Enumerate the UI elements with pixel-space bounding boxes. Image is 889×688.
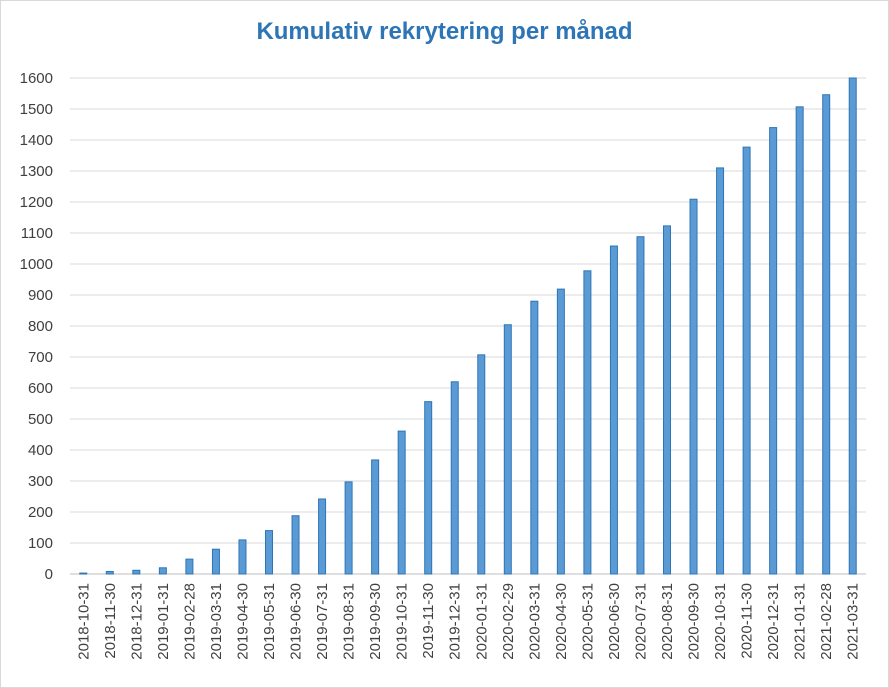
bar: [848, 77, 857, 575]
y-tick-label: 700: [28, 349, 53, 366]
bar: [609, 245, 618, 575]
bar: [265, 530, 273, 575]
x-tick-label: 2020-07-31: [632, 583, 649, 660]
bar: [344, 481, 353, 575]
y-tick-label: 500: [28, 411, 53, 428]
bar: [716, 167, 725, 575]
x-tick-label: 2019-09-30: [367, 583, 384, 660]
bar: [211, 548, 220, 575]
x-tick-label: 2019-05-31: [261, 583, 278, 660]
bar: [132, 569, 141, 575]
x-tick-label: 2019-07-31: [314, 583, 331, 660]
y-tick-label: 1400: [20, 132, 53, 149]
x-tick-label: 2020-02-29: [500, 583, 517, 660]
bar: [769, 127, 778, 575]
bar: [742, 146, 751, 575]
bar: [79, 572, 88, 575]
bar: [424, 401, 433, 575]
y-tick-label: 1600: [20, 70, 53, 87]
x-tick-label: 2019-04-30: [234, 583, 251, 660]
y-tick-label: 1500: [20, 101, 53, 118]
x-tick-label: 2020-11-30: [739, 583, 756, 659]
y-tick-label: 100: [28, 535, 53, 552]
bar: [503, 324, 512, 575]
x-tick-label: 2019-10-31: [394, 583, 411, 660]
bar: [158, 567, 167, 575]
x-tick-label: 2021-02-28: [818, 583, 835, 660]
x-tick-label: 2019-02-28: [181, 583, 198, 660]
bar: [238, 539, 247, 575]
y-tick-label: 0: [45, 566, 53, 583]
chart-title: Kumulativ rekrytering per månad: [256, 18, 633, 45]
bar: [397, 430, 406, 575]
x-tick-label: 2020-10-31: [712, 583, 729, 660]
y-tick-label: 1100: [21, 225, 53, 242]
x-tick-label: 2020-09-30: [686, 583, 703, 660]
x-tick-label: 2020-01-31: [473, 583, 490, 660]
bar: [689, 198, 698, 575]
y-tick-label: 600: [28, 380, 53, 397]
x-tick-label: 2018-12-31: [128, 583, 145, 660]
bar: [318, 498, 327, 575]
x-tick-label: 2019-11-30: [420, 583, 437, 659]
y-tick-label: 200: [28, 504, 53, 521]
y-tick-label: 1000: [20, 256, 53, 273]
bar: [371, 459, 380, 575]
bar: [636, 236, 645, 575]
x-tick-label: 2020-04-30: [553, 583, 570, 660]
bar: [822, 94, 831, 575]
y-tick-label: 1300: [20, 163, 53, 180]
x-tick-label: 2021-01-31: [792, 583, 809, 660]
x-tick-label: 2019-12-31: [447, 583, 464, 660]
bar: [105, 571, 114, 575]
x-tick-label: 2019-03-31: [208, 583, 225, 660]
bar: [556, 288, 565, 575]
bar: [663, 225, 671, 575]
y-tick-label: 800: [28, 318, 53, 335]
x-tick-label: 2019-08-31: [341, 583, 358, 660]
bar: [450, 381, 459, 575]
x-tick-label: 2018-11-30: [102, 583, 119, 659]
y-tick-label: 400: [28, 442, 53, 459]
bar: [583, 270, 592, 575]
bar: [185, 558, 194, 575]
x-tick-label: 2019-01-31: [155, 583, 172, 660]
x-tick-label: 2020-05-31: [579, 583, 596, 660]
bar: [795, 106, 804, 575]
x-tick-label: 2020-08-31: [659, 583, 676, 660]
bar: [477, 354, 486, 575]
x-tick-label: 2021-03-31: [845, 583, 862, 660]
y-tick-label: 300: [28, 473, 53, 490]
y-tick-label: 900: [28, 287, 53, 304]
bar: [530, 300, 539, 575]
bar: [291, 515, 300, 575]
x-tick-label: 2020-12-31: [765, 583, 782, 660]
x-tick-label: 2020-06-30: [606, 583, 623, 660]
x-tick-label: 2019-06-30: [288, 583, 305, 660]
x-tick-label: 2020-03-31: [526, 583, 543, 660]
y-tick-label: 1200: [20, 194, 53, 211]
x-tick-label: 2018-10-31: [75, 583, 92, 660]
